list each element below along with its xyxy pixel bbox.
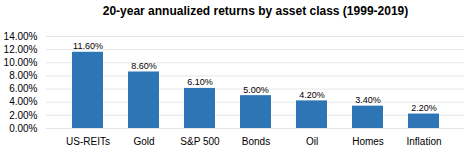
svg-text:2.20%: 2.20% [411, 103, 437, 113]
svg-text:Homes: Homes [352, 136, 384, 147]
svg-text:4.00%: 4.00% [9, 96, 37, 107]
svg-text:0.00%: 0.00% [9, 123, 37, 134]
svg-text:10.00%: 10.00% [4, 57, 38, 68]
svg-text:3.40%: 3.40% [355, 95, 381, 105]
svg-text:11.60%: 11.60% [73, 41, 103, 51]
svg-text:Inflation: Inflation [406, 136, 441, 147]
svg-text:6.00%: 6.00% [9, 83, 37, 94]
svg-text:4.20%: 4.20% [299, 90, 325, 100]
svg-text:20-year annualized returns by: 20-year annualized returns by asset clas… [103, 4, 409, 18]
svg-text:US-REITs: US-REITs [66, 136, 110, 147]
svg-text:8.60%: 8.60% [131, 61, 157, 71]
svg-text:14.00%: 14.00% [4, 31, 38, 42]
svg-text:12.00%: 12.00% [4, 44, 38, 55]
svg-text:Bonds: Bonds [242, 136, 270, 147]
svg-text:6.10%: 6.10% [187, 77, 213, 87]
svg-text:Oil: Oil [306, 136, 318, 147]
svg-text:5.00%: 5.00% [243, 85, 269, 95]
svg-text:2.00%: 2.00% [9, 110, 37, 121]
svg-text:S&P 500: S&P 500 [180, 136, 220, 147]
svg-text:8.00%: 8.00% [9, 70, 37, 81]
svg-text:Gold: Gold [133, 136, 154, 147]
